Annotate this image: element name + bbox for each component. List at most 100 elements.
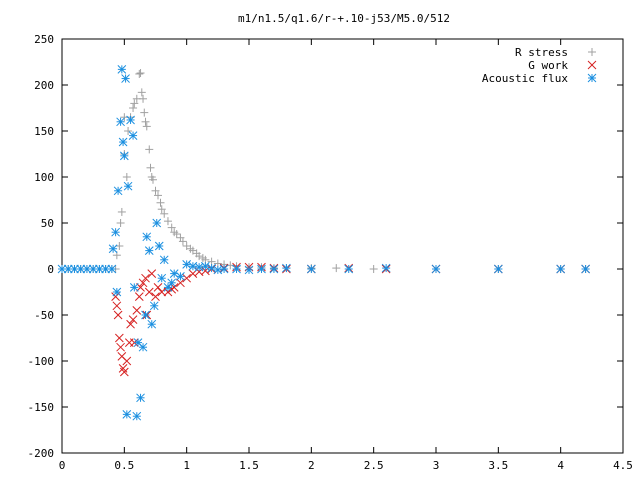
y-tick-label: -100 [28, 355, 55, 368]
data-point [142, 232, 152, 242]
data-point [116, 342, 125, 352]
y-tick-label: -150 [28, 401, 55, 414]
data-point [124, 127, 133, 135]
data-point [117, 65, 127, 74]
x-tick-label: 3.5 [488, 459, 508, 472]
data-point [141, 117, 150, 126]
data-point [493, 264, 503, 274]
data-point [116, 219, 125, 227]
data-point [157, 205, 166, 214]
data-point [159, 255, 169, 265]
data-point [140, 108, 149, 117]
y-tick-label: 150 [34, 125, 54, 138]
data-point [232, 264, 241, 274]
data-point [556, 264, 566, 274]
data-point [163, 283, 173, 292]
data-point [167, 223, 176, 232]
data-point [156, 198, 165, 207]
data-point [178, 237, 187, 246]
data-point [163, 217, 172, 226]
data-point [201, 261, 210, 271]
x-tick-label: 2.5 [364, 459, 384, 472]
data-point [126, 115, 135, 125]
data-point [107, 264, 117, 274]
data-point [119, 367, 129, 377]
data-point [128, 315, 138, 324]
data-point [144, 287, 154, 297]
data-point [176, 278, 185, 288]
data-point [136, 393, 145, 403]
data-point [138, 278, 148, 288]
y-tick-label: 200 [34, 79, 54, 92]
data-point [129, 283, 139, 292]
series-1 [111, 262, 590, 377]
y-tick-label: -50 [34, 309, 54, 322]
data-point [122, 410, 132, 419]
data-point [145, 145, 154, 154]
data-point [129, 104, 138, 112]
y-tick-label: 250 [34, 33, 54, 46]
x-tick-label: 4 [557, 459, 564, 472]
data-point [132, 411, 142, 421]
data-point [147, 319, 157, 329]
legend-label: R stress [515, 46, 568, 59]
data-point [167, 278, 177, 288]
y-tick-label: -200 [28, 447, 55, 460]
data-point [344, 264, 354, 274]
data-point [114, 333, 124, 343]
chart-title: m1/n1.5/q1.6/r-+.10-j53/M5.0/512 [238, 12, 450, 25]
data-point [151, 292, 160, 301]
data-point [138, 342, 148, 352]
data-point [118, 137, 128, 147]
data-point [128, 131, 138, 140]
data-point [147, 269, 157, 278]
x-tick-label: 0 [59, 459, 66, 472]
data-point [149, 301, 159, 311]
data-point [182, 260, 192, 269]
y-tick-label: 0 [47, 263, 54, 276]
data-point [119, 151, 129, 161]
y-tick-label: 100 [34, 171, 54, 184]
data-point [139, 94, 148, 103]
data-point [269, 264, 279, 274]
data-point [163, 287, 173, 297]
data-point [144, 246, 154, 255]
data-point [149, 175, 158, 184]
x-tick-label: 4.5 [613, 459, 633, 472]
data-point [122, 173, 131, 181]
data-point [157, 287, 167, 297]
legend-marker [588, 48, 596, 56]
x-tick-label: 1.5 [239, 459, 259, 472]
y-tick-label: 50 [41, 217, 54, 230]
data-point [160, 209, 169, 218]
data-point [151, 186, 160, 195]
data-point [135, 69, 144, 78]
legend-label: G work [528, 59, 568, 72]
x-tick-label: 1 [183, 459, 190, 472]
data-point [122, 356, 132, 366]
series-0 [58, 69, 590, 273]
data-point [115, 242, 124, 250]
data-point [153, 283, 163, 292]
data-point [137, 88, 146, 97]
data-point [113, 186, 123, 196]
data-point [332, 264, 341, 273]
axes: 0 0.5 1 1.5 2 2.5 3 3.5 4 4.5 250 200 150 100 50 0 -50 -1… [28, 33, 633, 472]
x-tick-label: 3 [433, 459, 440, 472]
data-point [146, 163, 155, 172]
data-point [88, 264, 98, 274]
legend-marker [587, 60, 597, 70]
data-point [152, 218, 162, 228]
data-point [136, 283, 145, 292]
data-point [112, 287, 122, 297]
series-2 [57, 65, 590, 421]
data-points [57, 65, 590, 421]
data-point [431, 264, 441, 274]
data-point [244, 265, 254, 275]
data-point [581, 264, 590, 274]
data-point [117, 207, 126, 216]
data-point [195, 252, 204, 261]
data-point [123, 181, 133, 191]
